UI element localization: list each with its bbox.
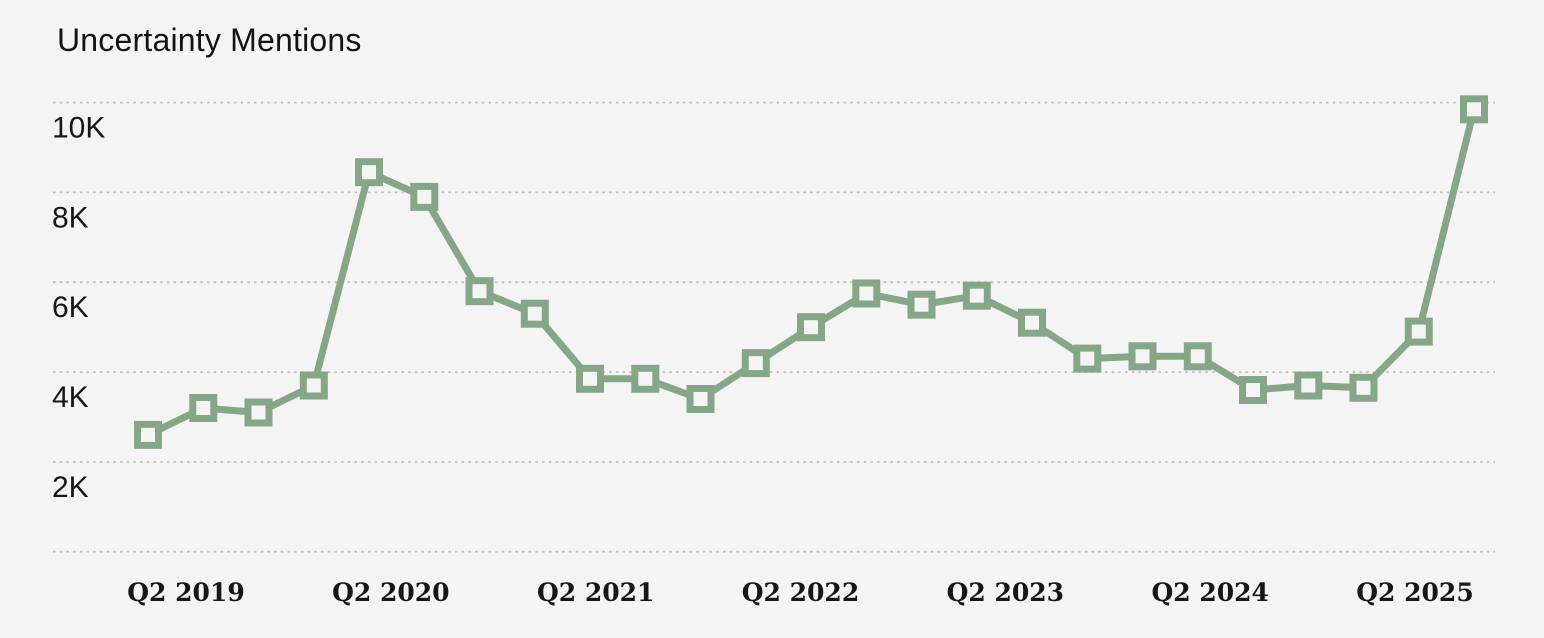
data-point-marker[interactable] bbox=[520, 299, 549, 328]
data-point-marker[interactable] bbox=[797, 313, 825, 342]
data-point-marker[interactable] bbox=[1239, 376, 1267, 404]
data-point-marker[interactable] bbox=[686, 385, 715, 413]
x-axis-tick-label: Q2 2021 bbox=[537, 578, 654, 607]
data-point-marker[interactable] bbox=[244, 398, 273, 427]
data-point-marker[interactable] bbox=[741, 349, 770, 378]
data-point-marker[interactable] bbox=[465, 277, 494, 306]
data-point-marker[interactable] bbox=[1128, 342, 1157, 371]
x-axis-tick-label: Q2 2025 bbox=[1356, 578, 1473, 607]
data-point-marker[interactable] bbox=[907, 290, 936, 319]
chart-title: Uncertainty Mentions bbox=[57, 22, 362, 58]
data-line bbox=[144, 105, 1478, 439]
y-axis-tick-label: 4K bbox=[52, 381, 89, 414]
data-point-marker[interactable] bbox=[1183, 342, 1212, 371]
data-point-marker[interactable] bbox=[355, 158, 383, 187]
data-point-marker[interactable] bbox=[631, 364, 660, 393]
x-axis-tick-label: Q2 2024 bbox=[1151, 578, 1268, 607]
y-axis-tick-label: 8K bbox=[52, 201, 89, 234]
data-point-marker[interactable] bbox=[134, 420, 162, 449]
y-axis-tick-label: 10K bbox=[52, 112, 105, 145]
x-axis-tick-label: Q2 2019 bbox=[127, 578, 244, 607]
data-point-marker[interactable] bbox=[1460, 95, 1488, 124]
x-axis-tick-label: Q2 2022 bbox=[742, 578, 859, 607]
data-point-marker[interactable] bbox=[1018, 308, 1046, 337]
y-axis-tick-label: 6K bbox=[52, 291, 89, 324]
data-point-marker[interactable] bbox=[410, 182, 439, 211]
data-point-marker[interactable] bbox=[299, 371, 328, 400]
data-point-marker[interactable] bbox=[1404, 317, 1433, 346]
data-point-marker[interactable] bbox=[189, 394, 218, 422]
data-point-marker[interactable] bbox=[962, 281, 991, 310]
x-axis-tick-label: Q2 2023 bbox=[947, 578, 1064, 607]
data-point-marker[interactable] bbox=[1349, 373, 1378, 402]
data-point-marker[interactable] bbox=[576, 364, 604, 393]
data-point-marker[interactable] bbox=[1294, 371, 1323, 400]
data-point-marker[interactable] bbox=[852, 279, 881, 308]
y-axis-tick-label: 2K bbox=[52, 471, 89, 504]
data-point-marker[interactable] bbox=[1073, 344, 1102, 373]
x-axis-tick-label: Q2 2020 bbox=[332, 578, 449, 607]
